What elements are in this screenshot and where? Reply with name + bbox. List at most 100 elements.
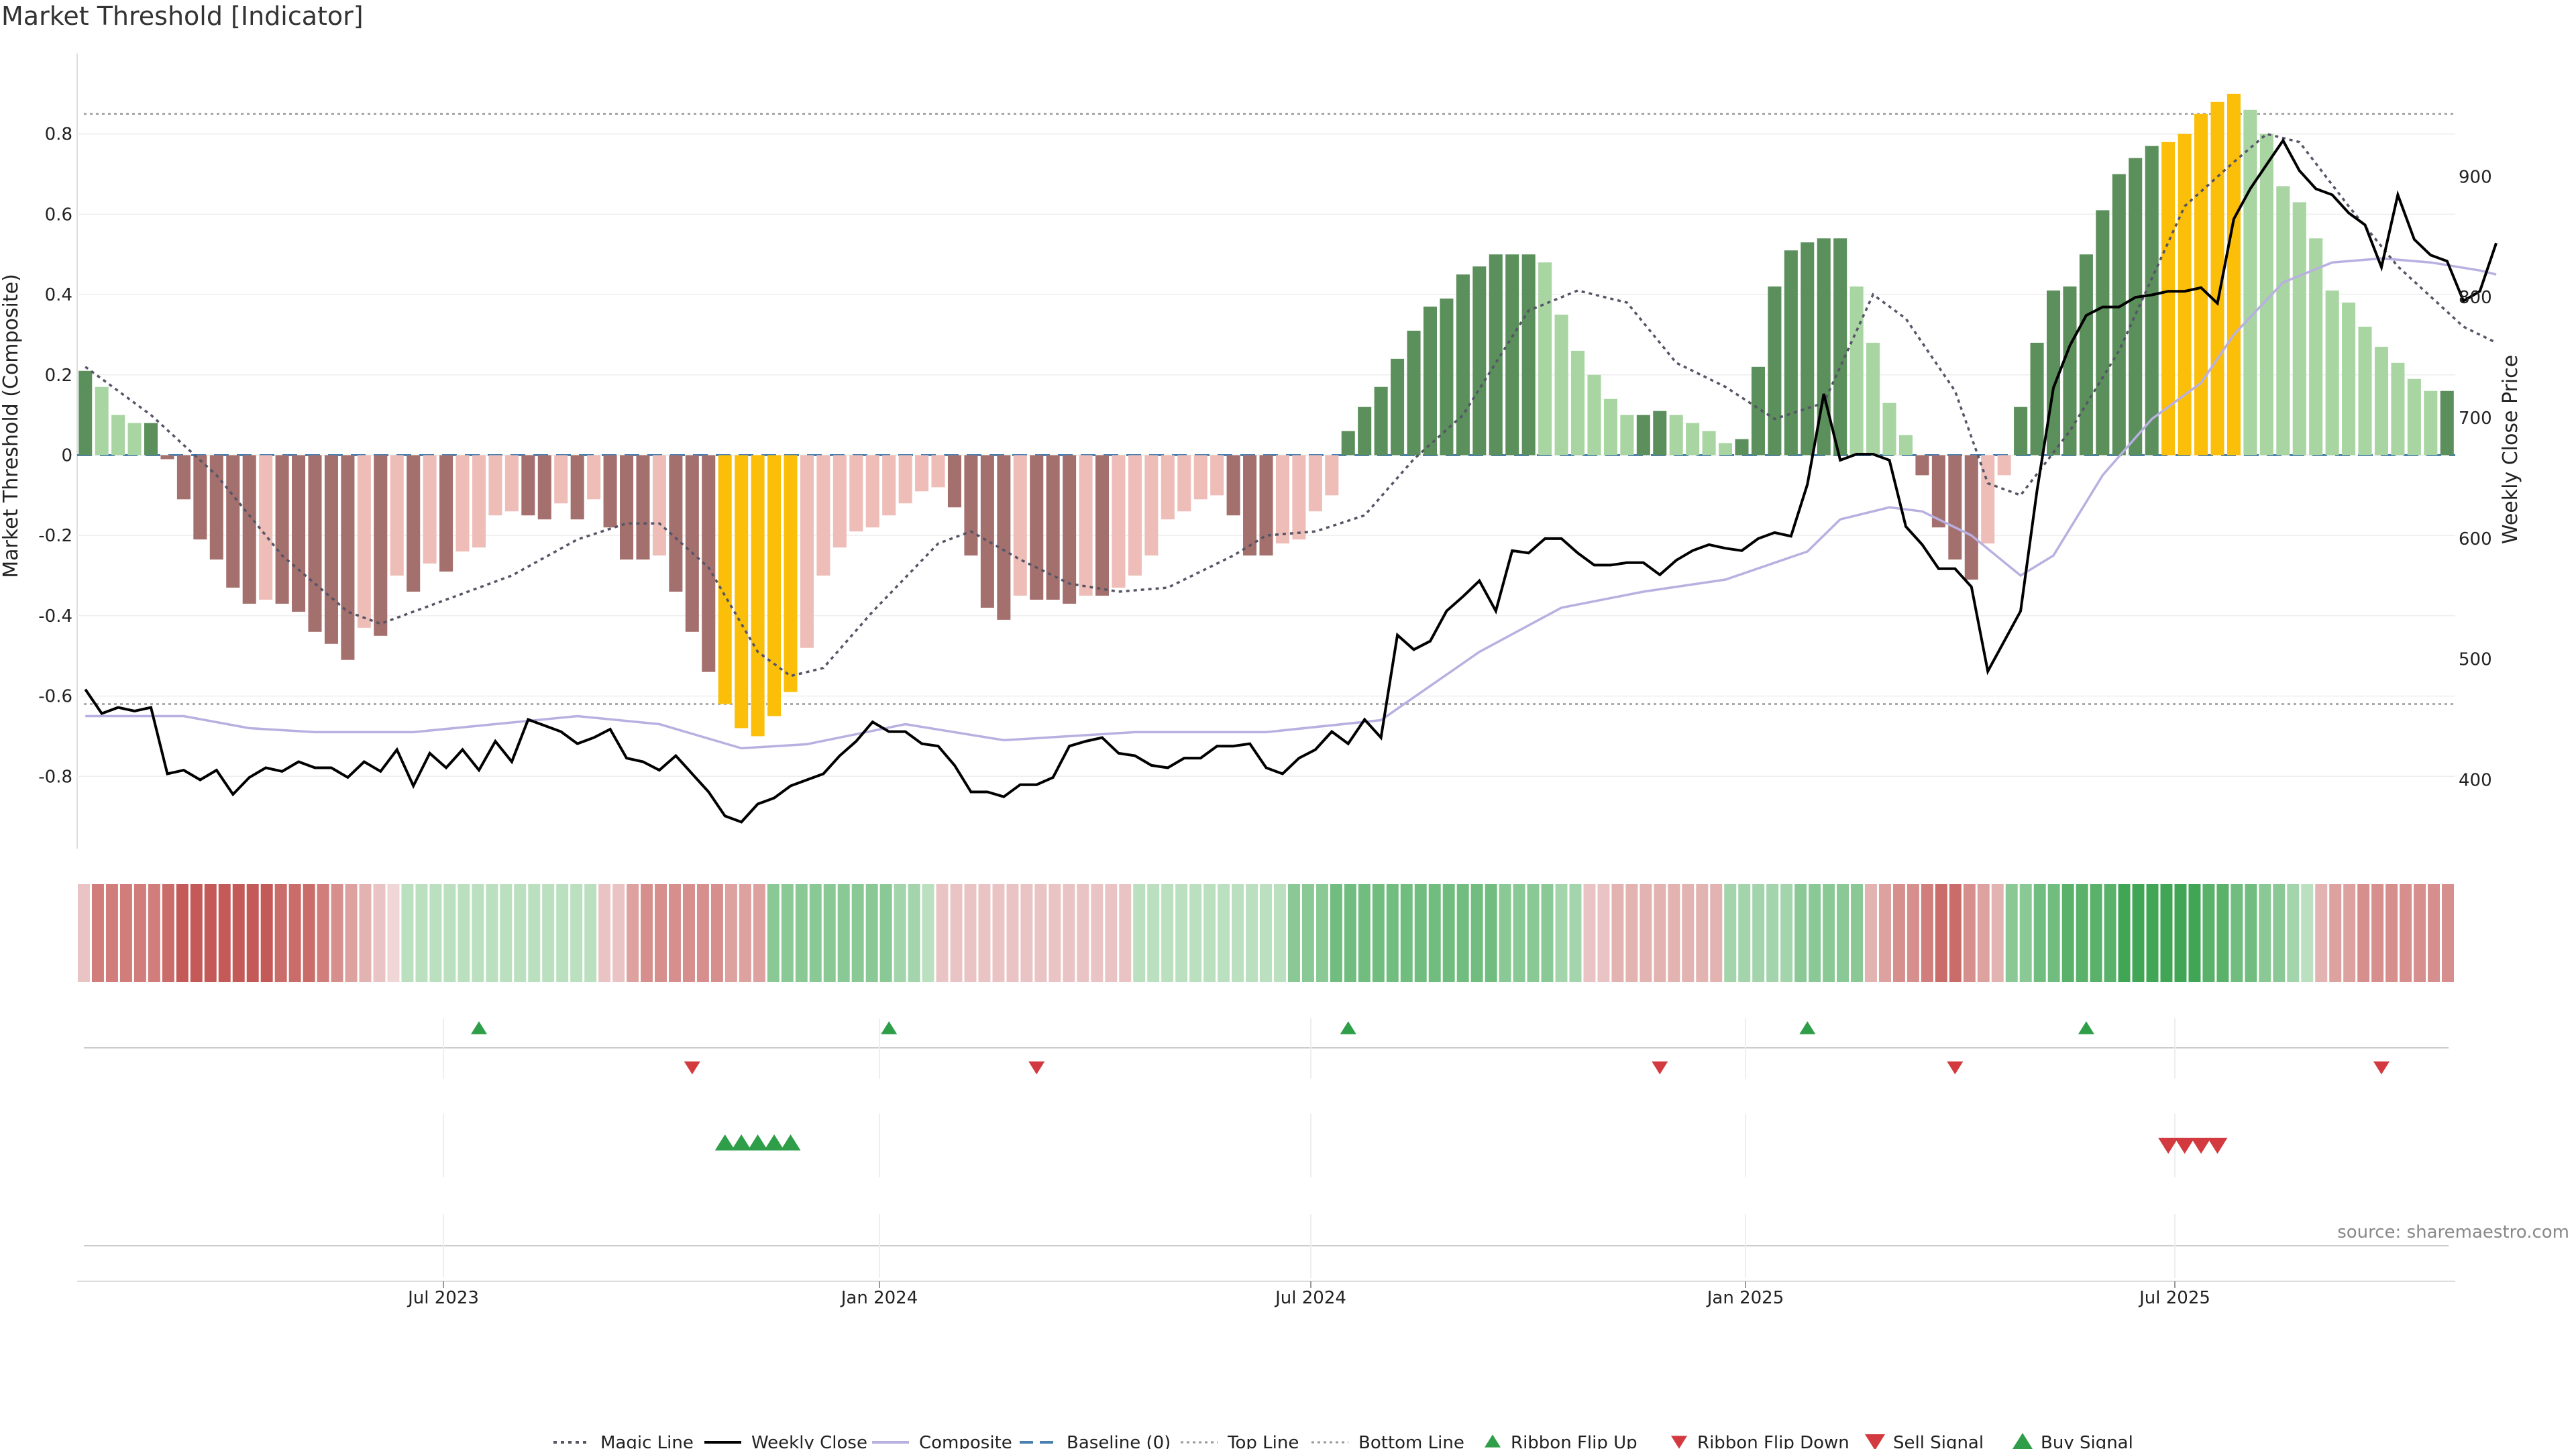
- ribbon-cell: [1091, 884, 1104, 982]
- legend-item: Magic Line: [553, 1433, 694, 1449]
- ribbon-cell: [133, 884, 146, 982]
- composite-bar: [1849, 286, 1864, 455]
- composite-bar: [1177, 455, 1191, 512]
- legend-item: Buy Signal: [2012, 1433, 2133, 1449]
- buy-signal-marker: [780, 1134, 801, 1150]
- legend-label: Weekly Close: [751, 1433, 867, 1449]
- ribbon-cell: [1358, 884, 1371, 982]
- ribbon-cell: [2428, 884, 2440, 982]
- composite-bar: [767, 455, 782, 716]
- y-tick-label: 0.8: [45, 125, 72, 145]
- ribbon-flip-down-marker: [1947, 1061, 1964, 1075]
- y-tick-label: -0.6: [38, 687, 72, 707]
- ribbon-cell: [1077, 884, 1089, 982]
- ribbon-cell: [288, 884, 301, 982]
- legend-item: Top Line: [1181, 1433, 1299, 1449]
- ribbon-cell: [1935, 884, 1947, 982]
- ribbon-cell: [204, 884, 217, 982]
- composite-bar: [1161, 455, 1175, 520]
- composite-bar: [2391, 362, 2405, 455]
- composite-bar: [1817, 238, 1831, 455]
- composite-bar: [1079, 455, 1093, 596]
- composite-bar: [1128, 455, 1142, 576]
- legend-label: Baseline (0): [1067, 1433, 1171, 1449]
- composite-bar: [1489, 254, 1503, 455]
- ribbon-cell: [964, 884, 977, 982]
- composite-bars: [78, 93, 2454, 737]
- composite-bar: [2292, 202, 2306, 455]
- ribbon-cell: [570, 884, 583, 982]
- buy-signal-marker: [747, 1134, 768, 1150]
- ribbon-cell: [401, 884, 414, 982]
- composite-bar: [1702, 431, 1716, 455]
- x-tick-label: Jul 2023: [407, 1288, 479, 1308]
- ribbon-cell: [119, 884, 132, 982]
- triangle-down-icon: [1671, 1436, 1687, 1449]
- composite-bar: [1440, 299, 1454, 455]
- ribbon-cell: [2104, 884, 2116, 982]
- composite-bar: [2030, 342, 2044, 455]
- composite-bar: [1193, 455, 1208, 500]
- buy-signal-marker: [764, 1134, 785, 1150]
- ribbon-cell: [809, 884, 822, 982]
- composite-bar: [242, 455, 256, 604]
- ribbon-cell: [2118, 884, 2131, 982]
- legend-item: Sell Signal: [1865, 1433, 1984, 1449]
- composite-bar: [2440, 390, 2454, 455]
- legend-label: Buy Signal: [2041, 1433, 2133, 1449]
- ribbon-cell: [1780, 884, 1793, 982]
- ribbon-cell: [1063, 884, 1075, 982]
- composite-bar: [2226, 93, 2241, 455]
- y2-axis-ticks: 900 800 700 600 500 400: [2459, 167, 2492, 790]
- ribbon-cell: [2287, 884, 2300, 982]
- composite-bar: [1603, 398, 1617, 455]
- legend-item: Baseline (0): [1020, 1433, 1171, 1449]
- ribbon-cell: [1020, 884, 1033, 982]
- ribbon-cell: [1260, 884, 1272, 982]
- composite-bar: [2112, 174, 2126, 455]
- composite-bar: [2096, 210, 2110, 455]
- composite-bar: [472, 455, 486, 548]
- composite-bar: [374, 455, 388, 636]
- composite-line: [85, 257, 2497, 750]
- ribbon-cell: [260, 884, 273, 982]
- ribbon-cell: [1442, 884, 1455, 982]
- composite-bar: [1210, 455, 1224, 496]
- ribbon-cell: [317, 884, 329, 982]
- ribbon-cell: [1330, 884, 1342, 982]
- ribbon-cell: [2090, 884, 2102, 982]
- ribbon-cell: [1907, 884, 1919, 982]
- ribbon-cell: [1287, 884, 1300, 982]
- composite-bar: [1423, 307, 1438, 455]
- ribbon-cell: [415, 884, 428, 982]
- ribbon-cell: [1414, 884, 1427, 982]
- ribbon-cell: [879, 884, 892, 982]
- ribbon-cell: [2343, 884, 2356, 982]
- ribbon-cell: [1555, 884, 1568, 982]
- ribbon-cell: [1625, 884, 1638, 982]
- ribbon-cell: [2400, 884, 2412, 982]
- composite-bar: [1898, 435, 1913, 455]
- composite-bar: [1243, 455, 1257, 556]
- ribbon-cell: [429, 884, 442, 982]
- ribbon-cell: [373, 884, 386, 982]
- ribbon-cell: [1203, 884, 1216, 982]
- ribbon-cell: [1428, 884, 1441, 982]
- composite-bar: [685, 455, 699, 632]
- composite-bar: [751, 455, 765, 737]
- ribbon-cell: [851, 884, 864, 982]
- y-tick-label: 0: [61, 445, 72, 466]
- composite-bar: [1719, 443, 1733, 455]
- ribbon-cell: [1682, 884, 1695, 982]
- ribbon-cell: [500, 884, 513, 982]
- ribbon-cell: [1738, 884, 1751, 982]
- buy-signal-marker: [731, 1134, 752, 1150]
- y-tick-label: -0.2: [38, 526, 72, 546]
- composite-bar: [587, 455, 601, 500]
- ribbon-cell: [1809, 884, 1821, 982]
- composite-bar: [144, 423, 158, 455]
- composite-bar: [407, 455, 421, 592]
- composite-bar: [1505, 254, 1519, 455]
- ribbon-cell: [345, 884, 358, 982]
- ribbon-cell: [1823, 884, 1835, 982]
